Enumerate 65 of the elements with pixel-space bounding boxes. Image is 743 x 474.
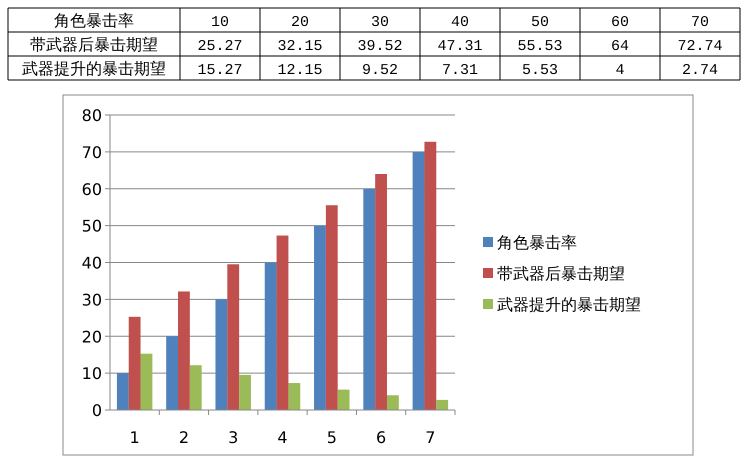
bar — [264, 262, 277, 410]
y-tick-label: 20 — [82, 327, 102, 346]
data-label: 2.74 — [682, 62, 718, 79]
y-tick-label: 70 — [82, 142, 102, 162]
legend-label: 带武器后暴击期望 — [497, 264, 625, 283]
data-label: 5.53 — [522, 62, 558, 79]
y-tick-label: 80 — [82, 106, 102, 125]
data-label: 9.52 — [362, 62, 398, 79]
y-tick-label: 40 — [82, 254, 102, 272]
data-label: 72.74 — [677, 38, 723, 55]
bar — [288, 383, 300, 410]
legend-label: 角色暴击率 — [497, 233, 577, 252]
x-tick-label: 20 — [290, 14, 310, 31]
x-tick-label: 30 — [370, 14, 390, 31]
bar — [412, 152, 424, 410]
x-tick-label: 50 — [530, 14, 550, 31]
data-label: 47.31 — [437, 38, 483, 55]
y-tick-label: 60 — [82, 180, 102, 199]
data-label: 32.15 — [277, 38, 323, 55]
x-tick-label: 5 — [326, 428, 337, 447]
value-table: 角色暴击率 10 20 30 40 50 60 70 带武器后暴击期望 25.27 32.15 39.52 47.31 55.53 64 72.74 武器提升的暴击期望 15.27 12.15 9.52 7.31 5.53 4 2.74 — [8, 8, 740, 80]
data-label: 25.27 — [197, 38, 243, 55]
x-tick-label: 2 — [178, 428, 190, 447]
x-tick-label: 6 — [376, 428, 386, 447]
data-label: 64 — [610, 38, 630, 55]
x-axis-title: 角色暴击率 — [54, 11, 134, 30]
x-tick-label: 4 — [277, 428, 288, 447]
bar — [178, 291, 190, 410]
bar — [166, 336, 178, 410]
x-tick-label: 1 — [130, 428, 140, 447]
bar — [276, 236, 288, 410]
data-label: 4 — [615, 62, 625, 79]
y-tick-label: 武器提升的暴击期望 — [22, 59, 166, 78]
x-tick-label: 3 — [228, 428, 238, 447]
y-tick-label: 0 — [92, 401, 102, 420]
bar — [314, 226, 326, 410]
x-tick-label: 10 — [210, 14, 230, 31]
data-label: 39.52 — [357, 38, 403, 55]
data-label: 12.15 — [277, 62, 323, 79]
y-tick-label: 30 — [82, 290, 102, 310]
data-label: 55.53 — [517, 38, 563, 55]
bar — [424, 142, 436, 410]
x-tick-label: 7 — [425, 428, 436, 447]
bar — [116, 373, 129, 410]
x-tick-label: 60 — [610, 14, 630, 31]
bar — [215, 299, 228, 410]
bar — [326, 205, 338, 410]
bar — [436, 400, 448, 410]
bar — [190, 365, 202, 410]
x-tick-label: 40 — [450, 14, 470, 31]
x-tick-label: 70 — [690, 14, 710, 31]
bar — [375, 174, 387, 410]
bar — [386, 395, 399, 410]
y-tick-label: 10 — [82, 364, 102, 384]
bar — [140, 354, 152, 410]
data-label: 15.27 — [197, 62, 243, 79]
bar — [227, 264, 240, 410]
y-tick-label: 50 — [82, 216, 102, 236]
bar — [128, 316, 141, 410]
legend-label: 武器提升的暴击期望 — [497, 295, 641, 314]
data-label: 7.31 — [442, 62, 478, 79]
y-tick-label: 带武器后暴击期望 — [30, 35, 158, 54]
bar — [239, 374, 251, 410]
bar — [338, 390, 350, 410]
bar — [363, 188, 376, 410]
